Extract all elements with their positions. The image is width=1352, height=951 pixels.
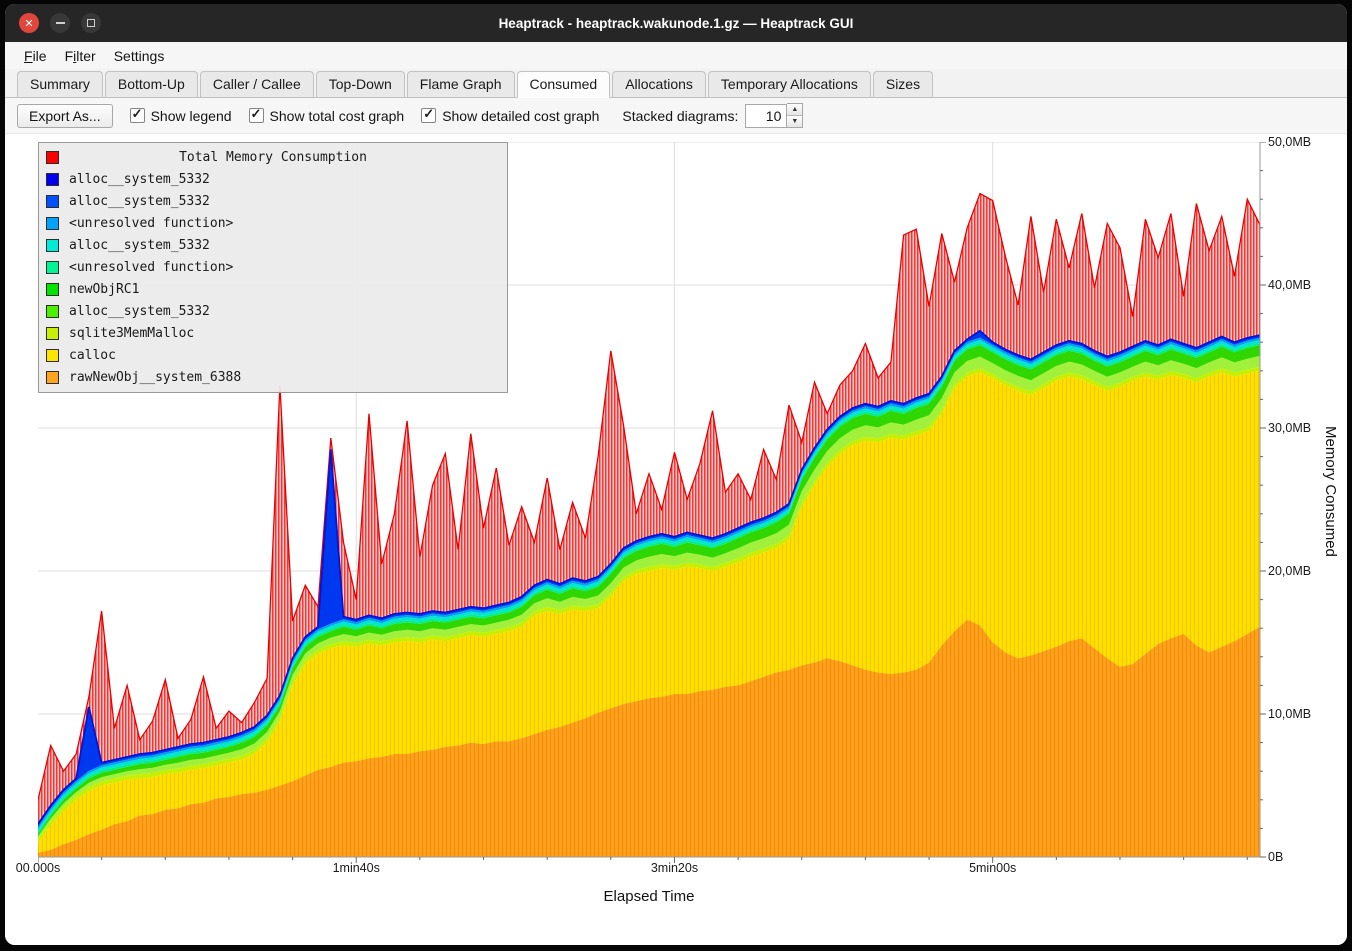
legend-label: calloc — [69, 347, 116, 363]
checkbox-label: Show detailed cost graph — [442, 107, 600, 124]
close-icon: ✕ — [24, 17, 34, 30]
toolbar: Export As... Show legend Show total cost… — [5, 98, 1347, 134]
maximize-icon — [87, 19, 95, 27]
legend-row: sqlite3MemMalloc — [39, 322, 507, 344]
x-axis-label: 3min20s — [650, 861, 699, 875]
tab-bottom-up[interactable]: Bottom-Up — [104, 71, 198, 98]
checkbox-icon[interactable] — [248, 106, 264, 123]
titlebar: ✕ Heaptrack - heaptrack.wakunode.1.gz — … — [5, 4, 1347, 42]
legend-row: alloc__system_5332 — [39, 190, 507, 212]
tab-consumed[interactable]: Consumed — [516, 71, 611, 98]
window-controls: ✕ — [19, 4, 101, 42]
legend-swatch — [46, 260, 59, 274]
stacked-diagrams-spinbox[interactable]: 10 ▲ ▼ — [745, 103, 804, 128]
x-axis-label: 00.000s — [15, 861, 61, 875]
legend-label: alloc__system_5332 — [69, 237, 210, 253]
chart-area: Total Memory Consumption alloc__system_53… — [5, 134, 1347, 945]
legend-swatch — [46, 326, 59, 340]
close-button[interactable]: ✕ — [19, 13, 39, 33]
legend-swatch — [46, 216, 59, 230]
tab-caller-callee[interactable]: Caller / Callee — [199, 71, 314, 98]
minimize-icon — [55, 22, 65, 24]
legend-title-row: Total Memory Consumption — [39, 146, 507, 168]
legend-row: <unresolved function> — [39, 256, 507, 278]
legend-label: <unresolved function> — [69, 259, 234, 275]
legend-swatch — [46, 238, 59, 252]
legend-row: alloc__system_5332 — [39, 168, 507, 190]
y-axis-label: 10,0MB — [1268, 707, 1312, 721]
legend-swatch — [46, 172, 59, 186]
tabbar: Summary Bottom-Up Caller / Callee Top-Down F… — [5, 69, 1347, 98]
chart-legend: Total Memory Consumption alloc__system_53… — [38, 142, 508, 393]
legend-label: rawNewObj__system_6388 — [69, 369, 242, 385]
tab-summary[interactable]: Summary — [17, 71, 103, 98]
legend-swatch — [46, 194, 59, 208]
y-axis-label: 30,0MB — [1268, 421, 1312, 435]
show-total-cost-checkbox[interactable]: Show total cost graph — [248, 106, 405, 124]
export-as-button[interactable]: Export As... — [17, 103, 113, 128]
y-axis-label: 20,0MB — [1268, 564, 1312, 578]
app-window: ✕ Heaptrack - heaptrack.wakunode.1.gz — … — [5, 4, 1347, 945]
spinbox-arrows: ▲ ▼ — [787, 103, 804, 128]
checkbox-label: Show total cost graph — [269, 107, 405, 124]
legend-label: <unresolved function> — [69, 215, 234, 231]
minimize-button[interactable] — [50, 13, 70, 33]
legend-swatch — [46, 370, 59, 384]
y-axis-title: Memory Consumed — [1322, 426, 1339, 557]
checkbox-icon[interactable] — [421, 106, 437, 123]
y-axis-label: 40,0MB — [1268, 278, 1312, 292]
legend-title: Total Memory Consumption — [179, 149, 367, 165]
x-axis-label: 1min40s — [332, 861, 380, 875]
legend-row: alloc__system_5332 — [39, 234, 507, 256]
tab-flame-graph[interactable]: Flame Graph — [406, 71, 515, 98]
legend-swatch — [46, 304, 59, 318]
menubar: File Filter Settings — [5, 42, 1347, 69]
legend-row: newObjRC1 — [39, 278, 507, 300]
spinbox-value[interactable]: 10 — [745, 103, 788, 128]
tab-sizes[interactable]: Sizes — [872, 71, 934, 98]
legend-row: calloc — [39, 344, 507, 366]
x-axis-title: Elapsed Time — [603, 888, 695, 905]
checkbox-icon[interactable] — [129, 106, 145, 123]
legend-swatch — [46, 348, 59, 362]
legend-label: newObjRC1 — [69, 281, 140, 297]
legend-label: alloc__system_5332 — [69, 171, 210, 187]
tab-temporary-allocations[interactable]: Temporary Allocations — [707, 71, 871, 98]
legend-swatch — [46, 150, 59, 164]
spin-up-icon[interactable]: ▲ — [787, 104, 803, 115]
stacked-diagrams-group: Stacked diagrams: 10 ▲ ▼ — [622, 103, 804, 128]
legend-label: sqlite3MemMalloc — [69, 325, 195, 341]
menu-settings[interactable]: Settings — [113, 47, 165, 64]
window-title: Heaptrack - heaptrack.wakunode.1.gz — He… — [498, 15, 854, 31]
tab-allocations[interactable]: Allocations — [612, 71, 706, 98]
legend-row: <unresolved function> — [39, 212, 507, 234]
menu-filter[interactable]: Filter — [64, 47, 96, 64]
y-axis-label: 0B — [1268, 850, 1284, 864]
legend-row: rawNewObj__system_6388 — [39, 366, 507, 388]
spin-down-icon[interactable]: ▼ — [787, 115, 803, 127]
legend-label: alloc__system_5332 — [69, 303, 210, 319]
legend-label: alloc__system_5332 — [69, 193, 210, 209]
menu-file[interactable]: File — [24, 47, 47, 64]
memory-chart[interactable] — [38, 142, 1270, 866]
checkbox-label: Show legend — [150, 107, 232, 124]
y-axis-label: 50,0MB — [1268, 135, 1312, 149]
show-detailed-cost-checkbox[interactable]: Show detailed cost graph — [421, 106, 600, 124]
tab-top-down[interactable]: Top-Down — [315, 71, 405, 98]
show-legend-checkbox[interactable]: Show legend — [129, 106, 232, 124]
maximize-button[interactable] — [81, 13, 101, 33]
legend-swatch — [46, 282, 59, 296]
stacked-diagrams-label: Stacked diagrams: — [622, 107, 739, 124]
x-axis-label: 5min00s — [969, 861, 1017, 875]
legend-row: alloc__system_5332 — [39, 300, 507, 322]
